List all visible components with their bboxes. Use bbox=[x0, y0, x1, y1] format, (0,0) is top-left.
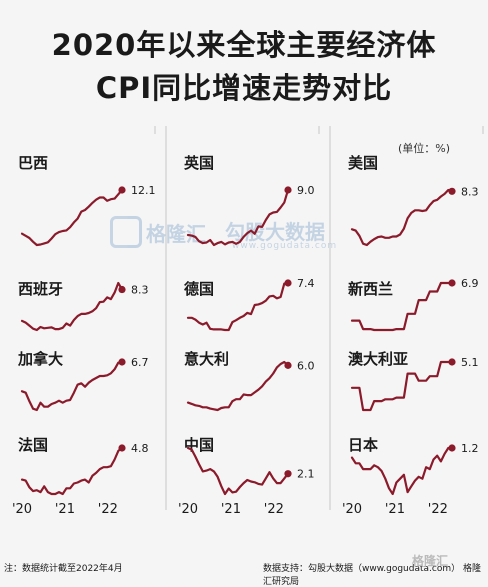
chart-title-line-2: CPI同比增速走势对比 bbox=[95, 71, 393, 105]
country-name: 中国 bbox=[184, 436, 214, 454]
country-name: 新西兰 bbox=[348, 280, 393, 298]
last-value-dot bbox=[448, 187, 456, 195]
country-name: 澳大利亚 bbox=[348, 350, 408, 368]
watermark-url: www.gogudata.com bbox=[232, 241, 338, 251]
country-name: 英国 bbox=[184, 154, 214, 172]
last-value-label: 4.8 bbox=[131, 442, 149, 455]
x-tick-label: '21 bbox=[385, 502, 405, 517]
last-value-label: 7.4 bbox=[297, 277, 315, 290]
x-tick-label: '22 bbox=[264, 502, 284, 517]
x-tick-label: '22 bbox=[98, 502, 118, 517]
country-name: 西班牙 bbox=[18, 280, 63, 298]
footer-watermark: 格隆汇 bbox=[412, 554, 449, 568]
x-tick-label: '20 bbox=[178, 502, 198, 517]
x-tick-label: '21 bbox=[221, 502, 241, 517]
country-name: 美国 bbox=[348, 154, 378, 172]
last-value-label: 6.0 bbox=[297, 359, 315, 372]
last-value-label: 12.1 bbox=[131, 184, 156, 197]
last-value-dot bbox=[448, 444, 456, 452]
x-tick-label: '21 bbox=[55, 502, 75, 517]
cpi-line bbox=[20, 281, 124, 332]
last-value-dot bbox=[118, 444, 126, 452]
last-value-label: 6.9 bbox=[461, 277, 479, 290]
x-tick-label: '22 bbox=[428, 502, 448, 517]
last-value-dot bbox=[284, 279, 292, 287]
cpi-line bbox=[350, 281, 454, 332]
unit-label: (单位：%) bbox=[398, 142, 451, 155]
cpi-line bbox=[186, 446, 290, 496]
cpi-line bbox=[350, 360, 454, 412]
last-value-label: 6.7 bbox=[131, 356, 149, 369]
last-value-dot bbox=[284, 470, 292, 478]
last-value-dot bbox=[118, 358, 126, 366]
last-value-dot bbox=[448, 279, 456, 287]
last-value-dot bbox=[118, 186, 126, 194]
cpi-line bbox=[350, 446, 454, 496]
footer-source: 数据支持：勾股大数据（www.gogudata.com） 格隆汇研究局 bbox=[263, 564, 481, 587]
cpi-line bbox=[20, 360, 124, 412]
cpi-line bbox=[20, 446, 124, 496]
country-name: 法国 bbox=[18, 436, 48, 454]
last-value-dot bbox=[448, 358, 456, 366]
last-value-dot bbox=[284, 186, 292, 194]
country-name: 加拿大 bbox=[17, 350, 63, 368]
x-tick-label: '20 bbox=[12, 502, 32, 517]
last-value-dot bbox=[118, 285, 126, 294]
country-name: 巴西 bbox=[18, 154, 48, 172]
chart-title-line-1: 2020年以来全球主要经济体 bbox=[51, 28, 437, 62]
cpi-line bbox=[350, 188, 454, 247]
cpi-line bbox=[186, 188, 290, 247]
cpi-line bbox=[186, 360, 290, 412]
last-value-label: 8.3 bbox=[131, 284, 149, 297]
country-name: 意大利 bbox=[184, 350, 229, 368]
country-name: 日本 bbox=[348, 436, 378, 454]
last-value-label: 9.0 bbox=[297, 184, 315, 197]
last-value-dot bbox=[284, 361, 292, 369]
watermark-logo-icon bbox=[110, 216, 142, 248]
watermark-brand: 格隆汇 bbox=[146, 222, 206, 246]
country-name: 德国 bbox=[184, 280, 214, 298]
cpi-line bbox=[20, 188, 124, 247]
cpi-line bbox=[186, 281, 290, 332]
footer-note: 注：数据统计截至2022年4月 bbox=[4, 564, 123, 574]
last-value-label: 1.2 bbox=[461, 442, 479, 455]
last-value-label: 2.1 bbox=[297, 468, 315, 481]
x-tick-label: '20 bbox=[342, 502, 362, 517]
last-value-label: 8.3 bbox=[461, 185, 479, 198]
last-value-label: 5.1 bbox=[461, 356, 479, 369]
